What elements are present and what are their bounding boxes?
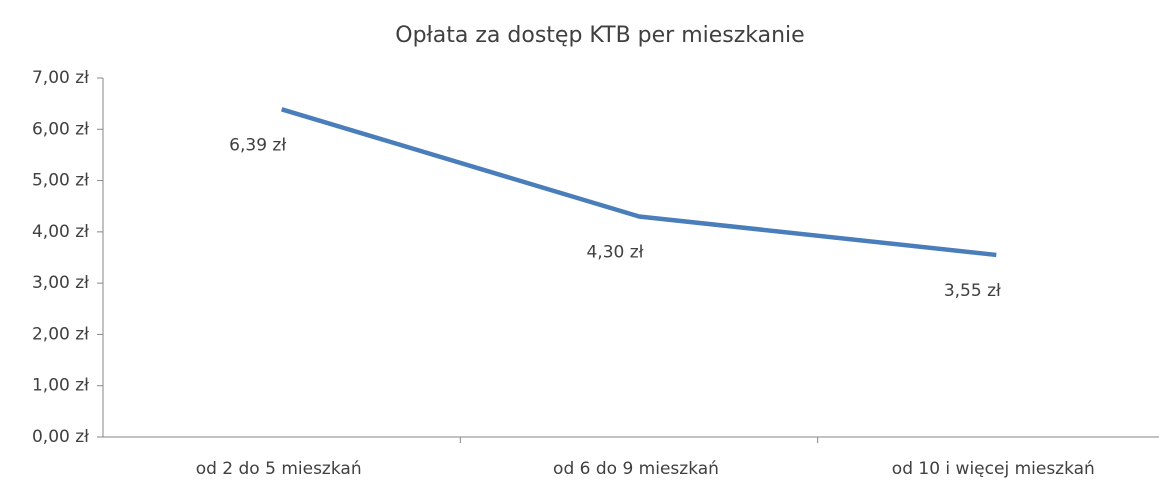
- x-tick-label: od 2 do 5 mieszkań: [196, 459, 362, 479]
- data-label: 6,39 zł: [229, 135, 286, 155]
- y-tick-label: 0,00 zł: [32, 427, 89, 447]
- data-label: 3,55 zł: [944, 281, 1001, 301]
- y-tick-label: 2,00 zł: [32, 324, 89, 344]
- y-tick-label: 5,00 zł: [32, 171, 89, 191]
- chart-title: Opłata za dostęp KTB per mieszkanie: [395, 23, 804, 48]
- y-tick-label: 7,00 zł: [32, 68, 89, 88]
- y-tick-label: 6,00 zł: [32, 119, 89, 139]
- y-tick-label: 3,00 zł: [32, 273, 89, 293]
- y-tick-label: 1,00 zł: [32, 376, 89, 396]
- line: [281, 107, 997, 258]
- y-tick-label: 4,00 zł: [32, 222, 89, 242]
- x-tick-label: od 6 do 9 mieszkań: [553, 459, 719, 479]
- x-tick-label: od 10 i więcej mieszkań: [892, 459, 1095, 479]
- data-label: 4,30 zł: [586, 242, 643, 262]
